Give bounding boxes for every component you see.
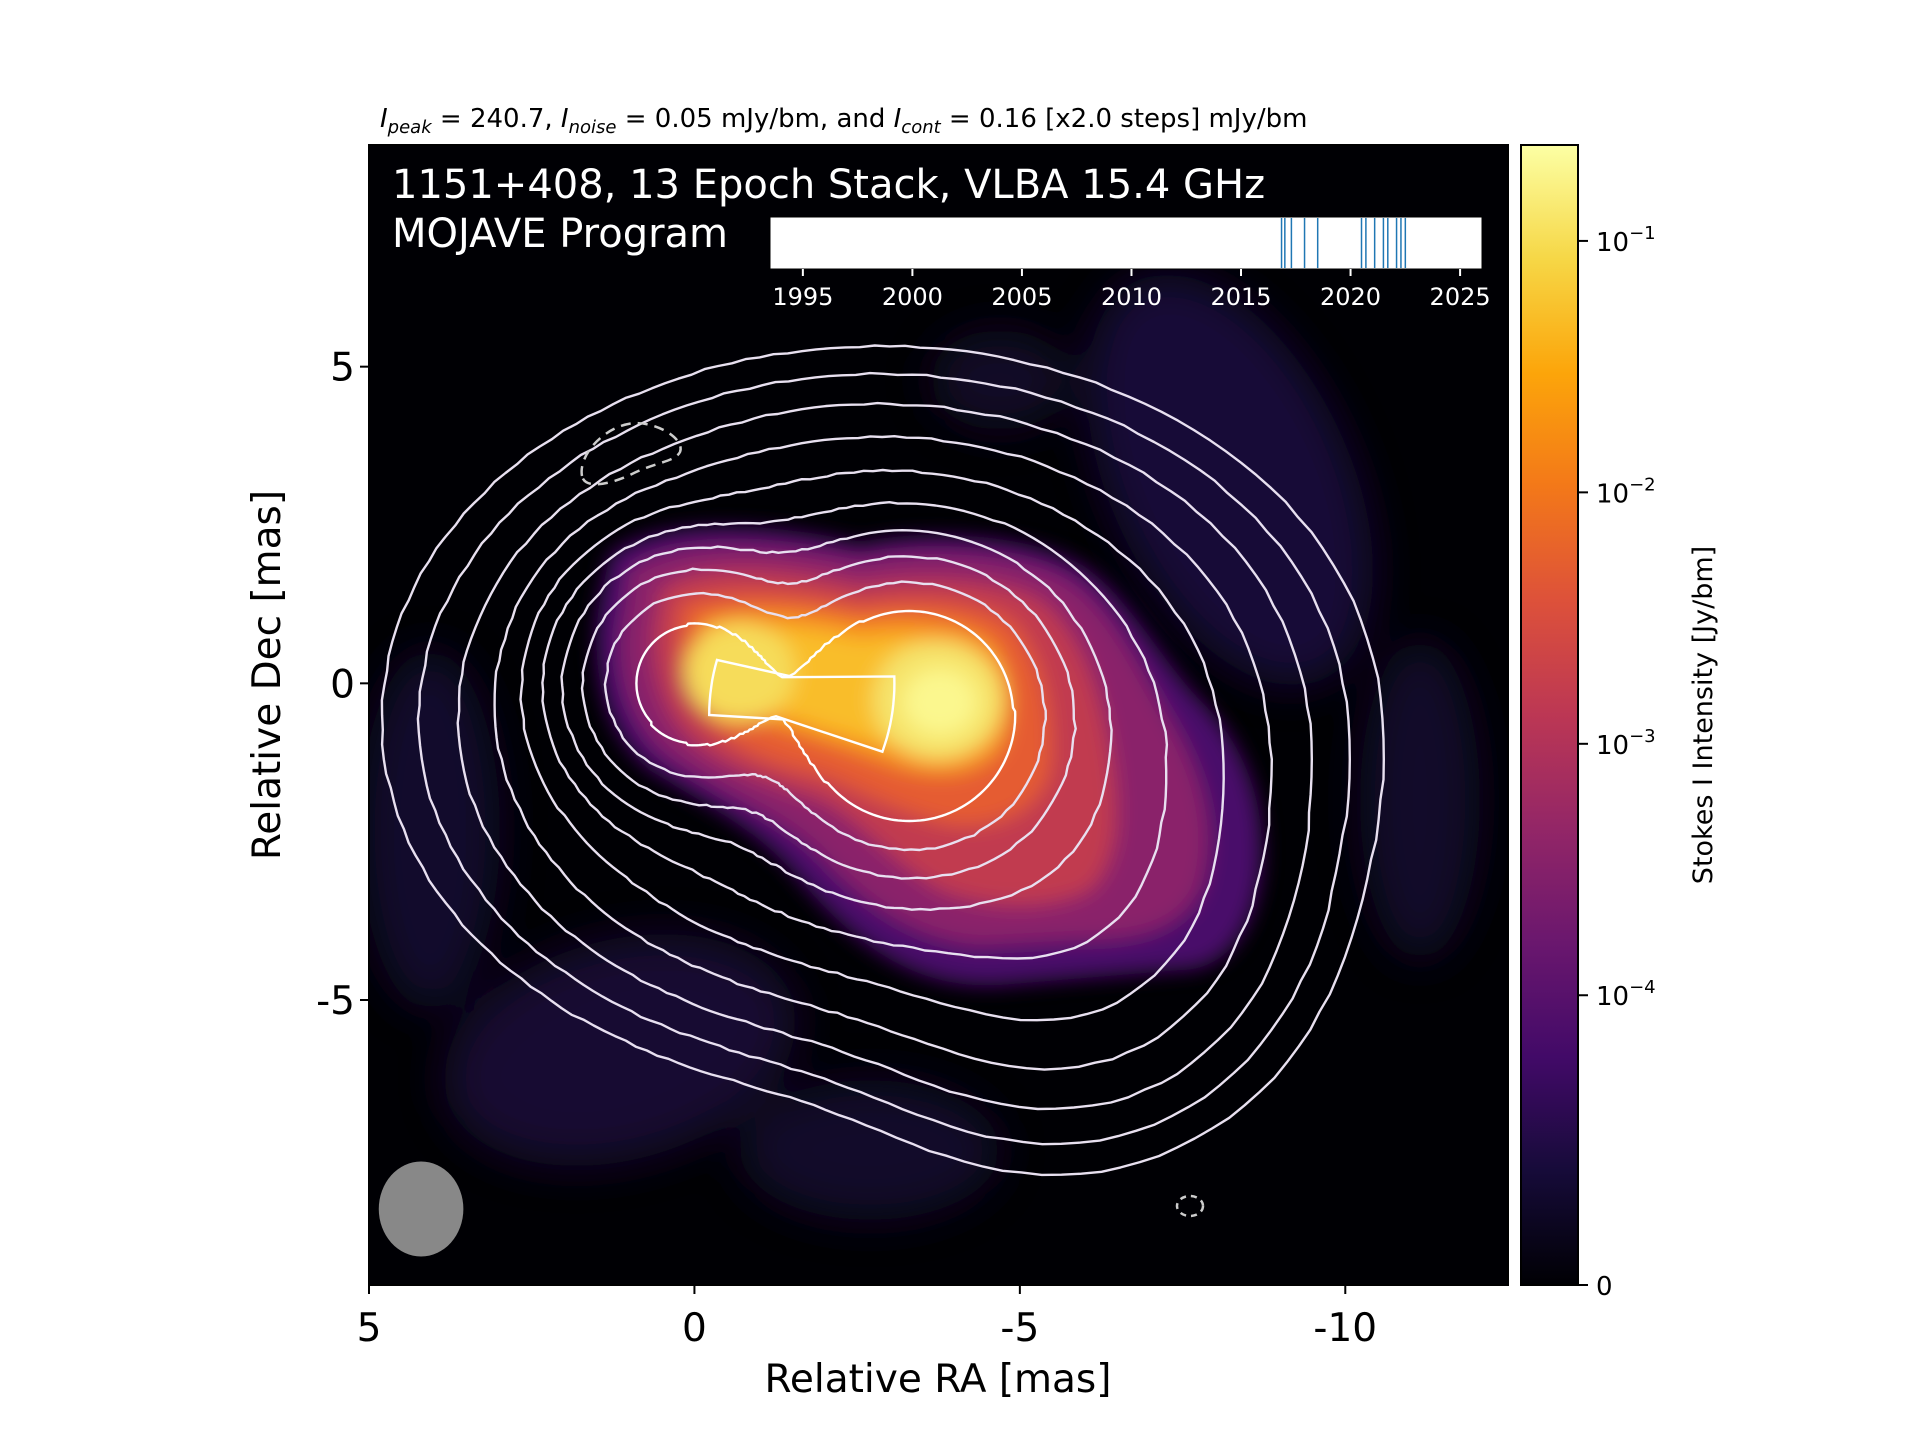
- contour: [380, 344, 1385, 1177]
- intensity-map: [369, 274, 1480, 1220]
- colorbar-label: Stokes I Intensity [Jy/bm]: [1688, 546, 1719, 884]
- colorbar-tick-label: 0: [1596, 1272, 1613, 1302]
- epoch-timeline: 1995 2000 2005 2010 2015 2020 2025: [769, 216, 1491, 311]
- contour-lines: [380, 344, 1385, 1177]
- contour: [603, 580, 1047, 852]
- contour: [580, 555, 1077, 880]
- contour: [635, 622, 896, 754]
- x-tick-label: 0: [682, 1306, 707, 1351]
- chart-subtitle: Ipeak = 240.7, Inoise = 0.05 mJy/bm, and…: [380, 104, 1307, 138]
- timeline-tick-label: 2000: [882, 283, 943, 311]
- plot-title-line2: MOJAVE Program: [392, 211, 728, 257]
- x-tick-label: -5: [1000, 1306, 1039, 1351]
- plot-title-line1: 1151+408, 13 Epoch Stack, VLBA 15.4 GHz: [392, 162, 1265, 208]
- colorbar-ticks: 10−1 10−2 10−3 10−4 0: [1578, 223, 1656, 1302]
- colorbar-tick-label: 10−1: [1596, 223, 1656, 258]
- epoch-timeline-box: [769, 216, 1483, 270]
- y-tick-label: -5: [316, 979, 355, 1024]
- y-axis: 5 0 -5: [316, 346, 369, 1024]
- contour: [493, 435, 1273, 1071]
- timeline-tick-label: 2010: [1101, 283, 1162, 311]
- contour: [416, 371, 1351, 1146]
- timeline-tick-label: 2005: [991, 283, 1052, 311]
- timeline-tick-label: 2025: [1430, 283, 1491, 311]
- timeline-tick-label: 1995: [772, 283, 833, 311]
- timeline-tick-label: 2015: [1210, 283, 1271, 311]
- y-tick-label: 5: [330, 346, 355, 391]
- core-peak: [902, 668, 978, 736]
- negative-contour-2: [1175, 1194, 1205, 1218]
- contour: [456, 401, 1313, 1111]
- contour: [519, 468, 1225, 1022]
- contour: [560, 529, 1113, 911]
- colorbar-tick-label: 10−2: [1596, 474, 1656, 509]
- x-axis-label: Relative RA [mas]: [765, 1357, 1112, 1402]
- negative-contour-1: [580, 421, 682, 486]
- x-tick-label: -10: [1313, 1306, 1377, 1351]
- contour: [541, 501, 1169, 960]
- colorbar-tick-label: 10−4: [1596, 977, 1656, 1012]
- contour: [707, 609, 1017, 823]
- timeline-tick-label: 2020: [1320, 283, 1381, 311]
- colorbar-tick-label: 10−3: [1596, 726, 1656, 761]
- colorbar: [1520, 144, 1579, 1286]
- x-axis: 5 0 -5 -10: [357, 1285, 1377, 1351]
- y-axis-label: Relative Dec [mas]: [245, 490, 290, 860]
- y-tick-label: 0: [330, 662, 355, 707]
- x-tick-label: 5: [357, 1306, 382, 1351]
- plot-frame: [368, 144, 1509, 1286]
- beam-ellipse: [378, 1161, 464, 1257]
